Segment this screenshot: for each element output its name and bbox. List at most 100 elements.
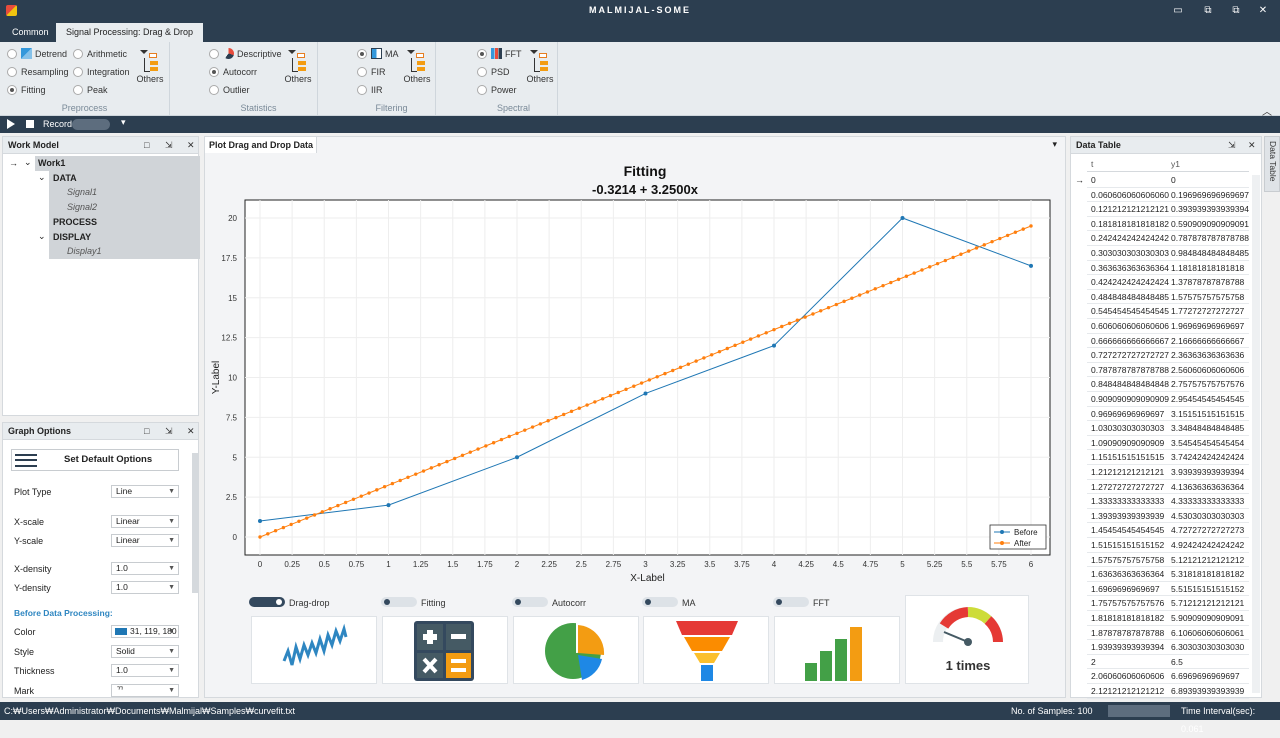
psd-option[interactable]: PSD [477,64,510,80]
panel-float-button[interactable]: □ [144,426,150,436]
table-scrollbar[interactable] [1252,175,1260,693]
filtering-others-button[interactable]: Others [400,46,434,96]
table-row[interactable]: 1.45454545454545 4.72727272727273 [1087,523,1249,538]
table-row[interactable]: 2 6.5 [1087,655,1249,670]
plot-type-select[interactable]: Line ▼ [111,485,179,498]
record-dropdown[interactable]: ▾ [121,117,126,127]
tree-item-display1[interactable]: Display1 [67,246,102,256]
toggle-ma[interactable]: MA [642,597,696,609]
table-row[interactable]: 1.6969696969697 5.51515151515152 [1087,582,1249,597]
toggle-drag-drop[interactable]: Drag-drop [249,597,330,609]
fir-option[interactable]: FIR [357,64,386,80]
expand-icon[interactable]: ⌄ [38,172,46,182]
column-header-y1[interactable]: y1 [1171,159,1180,169]
table-row[interactable]: 0.727272727272727 2.36363636363636 [1087,348,1249,363]
expand-icon[interactable]: ⌄ [38,231,46,241]
toggle-autocorr[interactable]: Autocorr [512,597,586,609]
tab-signal-processing[interactable]: Signal Processing: Drag & Drop [56,23,204,42]
table-row[interactable]: 0.787878787878788 2.56060606060606 [1087,363,1249,378]
x-scale-select[interactable]: Linear ▼ [111,515,179,528]
plot-menu-button[interactable]: ▾ [1052,139,1057,149]
record-toggle[interactable] [72,119,110,130]
table-row[interactable]: 1.75757575757576 5.71212121212121 [1087,596,1249,611]
table-row[interactable]: 1.81818181818182 5.90909090909091 [1087,611,1249,626]
fft-card[interactable] [774,616,900,684]
expand-icon[interactable]: ⌄ [24,157,32,167]
table-row[interactable]: 1.39393939393939 4.53030303030303 [1087,509,1249,524]
color-select[interactable]: 31, 119, 180 ▼ [111,625,179,638]
integration-option[interactable]: Integration [73,64,130,80]
thickness-stepper[interactable]: 1.0 ▼ [111,664,179,677]
statistics-others-button[interactable]: Others [281,46,315,96]
mark-select[interactable]: ᄁ ▼ [111,684,179,697]
iir-option[interactable]: IIR [357,82,383,98]
table-row[interactable]: 0.121212121212121 0.393939393939394 [1087,202,1249,217]
minimize-button[interactable]: ▭ [1173,5,1183,16]
peak-option[interactable]: Peak [73,82,108,98]
table-row[interactable]: 2.06060606060606 6.6969696969697 [1087,669,1249,684]
style-select[interactable]: Solid ▼ [111,645,179,658]
y-scale-select[interactable]: Linear ▼ [111,534,179,547]
maximize-button[interactable]: ⧉ [1232,5,1240,16]
table-row[interactable]: 1.09090909090909 3.54545454545454 [1087,436,1249,451]
resampling-option[interactable]: Resampling [7,64,69,80]
graph-options-scrollbar[interactable] [192,453,198,593]
tree-item-data[interactable]: DATA [53,173,77,183]
table-row[interactable]: 1.33333333333333 4.33333333333333 [1087,494,1249,509]
panel-close-button[interactable]: ✕ [187,426,195,436]
panel-close-button[interactable]: ✕ [1248,140,1256,150]
panel-close-button[interactable]: ✕ [187,140,195,150]
toggle-fitting[interactable]: Fitting [381,597,446,609]
x-density-stepper[interactable]: 1.0 ▼ [111,562,179,575]
spectral-others-button[interactable]: Others [523,46,557,96]
table-row[interactable]: 0.303030303030303 0.984848484848485 [1087,246,1249,261]
table-row[interactable]: 1.15151515151515 3.74242424242424 [1087,450,1249,465]
table-row[interactable]: 1.93939393939394 6.30303030303030 [1087,640,1249,655]
column-header-t[interactable]: t [1091,159,1094,169]
table-row[interactable]: 0.666666666666667 2.16666666666667 [1087,334,1249,349]
panel-pin-button[interactable]: ⇲ [165,426,173,436]
play-icon[interactable] [7,119,15,129]
table-row[interactable]: 0.848484848484848 2.75757575757576 [1087,377,1249,392]
tree-item-signal1[interactable]: Signal1 [67,187,98,197]
table-row[interactable]: 0.242424242424242 0.787878787878788 [1087,231,1249,246]
table-row[interactable]: 1.03030303030303 3.34848484848485 [1087,421,1249,436]
table-row[interactable]: 0.0606060606060606 0.196969696969697 [1087,188,1249,203]
arithmetic-option[interactable]: Arithmetic [73,46,127,62]
table-row[interactable]: 1.27272727272727 4.13636363636364 [1087,480,1249,495]
table-row[interactable]: 0.545454545454545 1.77272727272727 [1087,304,1249,319]
tab-common[interactable]: Common [12,27,49,37]
data-table-side-tab[interactable]: Data Table [1264,136,1280,192]
panel-pin-button[interactable]: ⇲ [165,140,173,150]
collapse-ribbon-button[interactable]: ︿ [1262,107,1272,118]
plot-tab[interactable]: Plot Drag and Drop Data [205,137,317,153]
preprocess-others-button[interactable]: Others [133,46,167,96]
outlier-option[interactable]: Outlier [209,82,250,98]
table-row[interactable]: 0.606060606060606 1.96969696969697 [1087,319,1249,334]
fitting-card[interactable] [382,616,508,684]
table-row[interactable]: 0.363636363636364 1.18181818181818 [1087,261,1249,276]
autocorr-option[interactable]: Autocorr [209,64,257,80]
table-row[interactable]: 1.63636363636364 5.31818181818182 [1087,567,1249,582]
tree-item-process[interactable]: PROCESS [53,217,98,227]
table-row[interactable]: 0.424242424242424 1.37878787878788 [1087,275,1249,290]
table-row[interactable]: 1.87878787878788 6.10606060606061 [1087,626,1249,641]
table-row[interactable]: 0.181818181818182 0.590909090909091 [1087,217,1249,232]
ma-card[interactable] [643,616,769,684]
ma-option[interactable]: MA [357,46,399,62]
set-default-options-button[interactable]: Set Default Options [11,449,179,471]
restore-button[interactable]: ⧉ [1204,5,1212,16]
table-row[interactable]: 0.96969696969697 3.15151515151515 [1087,407,1249,422]
tree-item-signal2[interactable]: Signal2 [67,202,98,212]
stop-icon[interactable] [26,120,34,128]
table-row[interactable]: 1.57575757575758 5.12121212121212 [1087,553,1249,568]
table-row[interactable]: 0.484848484848485 1.57575757575758 [1087,290,1249,305]
y-density-stepper[interactable]: 1.0 ▼ [111,581,179,594]
close-button[interactable]: ✕ [1258,5,1268,16]
detrend-option[interactable]: Detrend [7,46,67,62]
table-row[interactable]: 1.51515151515152 4.92424242424242 [1087,538,1249,553]
panel-pin-button[interactable]: ⇲ [1228,140,1236,150]
table-row[interactable]: 1.21212121212121 3.93939393939394 [1087,465,1249,480]
table-row[interactable]: 2.12121212121212 6.89393939393939 [1087,684,1249,699]
